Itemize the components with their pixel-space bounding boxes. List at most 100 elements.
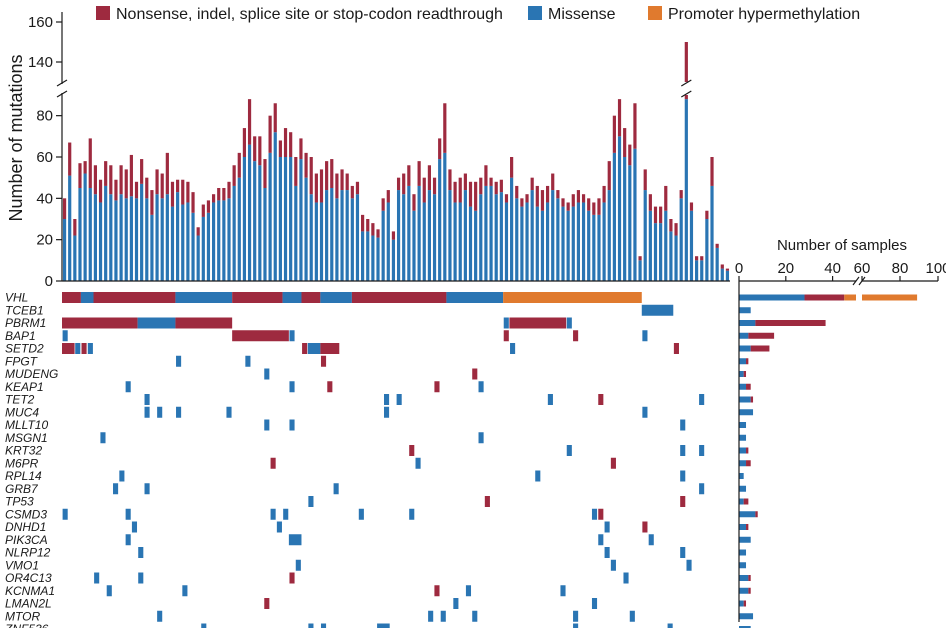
matrix-cell bbox=[409, 445, 415, 456]
legend-swatch-promoter bbox=[648, 6, 662, 20]
bar-truncating bbox=[438, 138, 442, 160]
bar-missense bbox=[78, 188, 82, 281]
bar-missense bbox=[289, 157, 293, 281]
bar-missense bbox=[700, 260, 704, 281]
bar-missense bbox=[484, 185, 488, 281]
bar-missense bbox=[253, 161, 257, 281]
bar-truncating bbox=[330, 159, 334, 188]
bar-missense bbox=[191, 212, 195, 281]
samples-tick-label: 40 bbox=[824, 260, 841, 277]
bar-missense bbox=[607, 190, 611, 281]
bar-truncating bbox=[705, 210, 709, 219]
bar-missense bbox=[705, 219, 709, 281]
gene-label-vmo1: VMO1 bbox=[5, 558, 39, 572]
bar-truncating bbox=[114, 179, 118, 201]
gene-label-tet2: TET2 bbox=[5, 393, 35, 407]
gene-label-vhl: VHL bbox=[5, 291, 28, 305]
bar-missense bbox=[494, 194, 498, 281]
bar-missense bbox=[489, 185, 493, 281]
legend-swatch-truncating bbox=[96, 6, 110, 20]
bar-missense bbox=[181, 204, 185, 281]
matrix-cell bbox=[680, 547, 686, 558]
bar-missense bbox=[540, 210, 545, 281]
bar-missense bbox=[479, 194, 483, 281]
bar-missense bbox=[155, 194, 159, 281]
bar-truncating bbox=[458, 177, 462, 203]
bar-truncating bbox=[309, 157, 313, 195]
samples-bar-truncating bbox=[748, 575, 751, 581]
matrix-cell bbox=[232, 330, 289, 342]
bar-missense bbox=[664, 210, 668, 281]
bar-missense bbox=[176, 192, 180, 281]
gene-label-mllt10: MLLT10 bbox=[5, 418, 48, 432]
bar-truncating bbox=[556, 190, 560, 199]
matrix-cell bbox=[573, 623, 579, 628]
bar-missense bbox=[515, 198, 519, 281]
matrix-cell bbox=[131, 521, 138, 533]
bar-truncating bbox=[181, 179, 185, 205]
y-tick-label: 60 bbox=[36, 149, 53, 166]
bar-truncating bbox=[581, 194, 586, 203]
matrix-cell bbox=[699, 445, 705, 456]
matrix-cell bbox=[288, 534, 302, 546]
bar-missense bbox=[314, 202, 318, 281]
bar-missense bbox=[520, 206, 524, 281]
bar-missense bbox=[160, 198, 164, 281]
matrix-cell bbox=[598, 394, 604, 405]
bar-truncating bbox=[468, 181, 473, 207]
bar-missense bbox=[93, 194, 97, 281]
samples-bar-truncating bbox=[743, 600, 747, 607]
samples-tick-label: 60 bbox=[854, 260, 871, 277]
bar-truncating bbox=[669, 219, 673, 232]
bar-missense bbox=[535, 206, 539, 281]
matrix-cell bbox=[232, 292, 283, 303]
bar-missense bbox=[309, 194, 313, 281]
bar-truncating bbox=[268, 115, 272, 153]
bar-missense bbox=[211, 202, 216, 281]
bar-truncating bbox=[494, 181, 498, 195]
bar-truncating bbox=[633, 103, 637, 149]
gene-label-m6pr: M6PR bbox=[5, 456, 39, 470]
bar-missense bbox=[124, 198, 128, 281]
samples-bar-truncating bbox=[746, 358, 749, 365]
bar-missense bbox=[62, 219, 67, 281]
gene-label-grb7: GRB7 bbox=[5, 482, 39, 496]
bar-truncating bbox=[623, 128, 627, 157]
bar-missense bbox=[468, 206, 473, 281]
bar-truncating bbox=[242, 128, 247, 157]
matrix-cell bbox=[270, 457, 276, 469]
matrix-cell bbox=[680, 419, 686, 431]
bar-truncating bbox=[402, 173, 406, 195]
bar-missense bbox=[695, 260, 699, 281]
matrix-cell bbox=[264, 419, 270, 431]
bar-missense bbox=[104, 185, 108, 281]
matrix-cell bbox=[62, 508, 68, 520]
gene-label-setd2: SETD2 bbox=[5, 342, 44, 356]
mutation-matrix: VHLTCEB1PBRM1BAP1SETD2FPGTMUDENGKEAP1TET… bbox=[4, 291, 705, 628]
bar-missense bbox=[407, 185, 411, 281]
legend-label-promoter: Promoter hypermethylation bbox=[668, 6, 860, 23]
bar-missense bbox=[361, 231, 365, 281]
bar-missense bbox=[278, 157, 282, 281]
gene-label-keap1: KEAP1 bbox=[5, 380, 44, 394]
samples-axis-title: Number of samples bbox=[777, 237, 907, 254]
samples-bar-missense bbox=[739, 396, 751, 403]
bar-truncating bbox=[253, 136, 257, 162]
matrix-cell bbox=[138, 547, 144, 558]
bar-truncating bbox=[561, 198, 565, 207]
matrix-cell bbox=[308, 623, 314, 628]
matrix-cell bbox=[510, 343, 516, 354]
bar-missense bbox=[150, 214, 154, 281]
matrix-cell bbox=[327, 381, 333, 393]
bar-truncating bbox=[417, 161, 421, 186]
bar-truncating bbox=[134, 181, 139, 199]
bar-missense bbox=[325, 190, 329, 281]
matrix-cell bbox=[465, 585, 472, 597]
bar-truncating bbox=[715, 243, 719, 248]
matrix-cell bbox=[320, 292, 352, 303]
bar-truncating bbox=[340, 169, 344, 191]
bar-missense bbox=[617, 136, 622, 281]
bar-truncating bbox=[104, 161, 108, 186]
matrix-cell bbox=[93, 292, 176, 303]
